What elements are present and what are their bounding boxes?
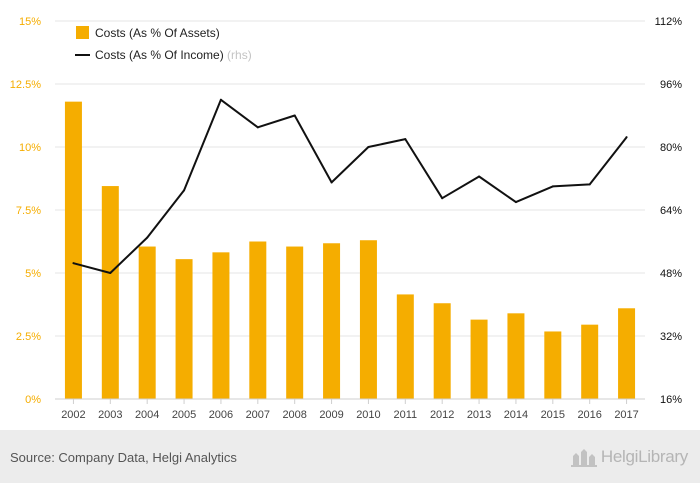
y-right-tick-label: 80% [660, 142, 682, 154]
bar [323, 243, 341, 399]
legend-rhs-note: (rhs) [227, 48, 252, 62]
line-series [72, 98, 628, 274]
x-tick-label: 2002 [61, 409, 85, 421]
bar [249, 241, 267, 399]
x-tick-label: 2009 [319, 409, 343, 421]
line-point [256, 126, 259, 129]
x-tick-label: 2012 [430, 409, 454, 421]
bar [507, 313, 525, 399]
brand-mark: HelgiLibrary [570, 446, 688, 468]
x-tick-label: 2011 [393, 409, 417, 421]
combo-chart: 0% 16% 2.5% 32% 5% 48% 7.5% 64% 10% 80% 12.5% 96% 15… [10, 16, 682, 421]
x-tick-label: 2006 [209, 409, 233, 421]
bar [544, 331, 562, 399]
x-tick-label: 2003 [98, 409, 122, 421]
line-point [367, 146, 370, 148]
line-point [404, 138, 407, 141]
axes: 0% 16% 2.5% 32% 5% 48% 7.5% 64% 10% 80% 12.5% 96% 15… [10, 16, 682, 421]
x-tick-label: 2005 [172, 409, 196, 421]
y-left-tick-label: 7.5% [16, 205, 41, 217]
x-tick-label: 2015 [541, 409, 565, 421]
bar [101, 186, 119, 399]
bar-series [64, 101, 636, 399]
y-left-tick-label: 15% [19, 16, 41, 28]
line-point [514, 201, 517, 204]
bar [396, 294, 414, 399]
bar [470, 319, 488, 399]
line-point [551, 185, 554, 188]
x-tick-label: 2013 [467, 409, 491, 421]
y-right-tick-label: 64% [660, 205, 682, 217]
legend: Costs (As % Of Assets) Costs (As % Of In… [75, 26, 252, 62]
line-point [625, 136, 628, 139]
line-point [72, 262, 75, 265]
line-point [588, 183, 591, 186]
x-tick-label: 2008 [282, 409, 306, 421]
x-tick-label: 2004 [135, 409, 159, 421]
line-point [441, 197, 444, 200]
x-tick-label: 2016 [577, 409, 601, 421]
helgi-library-logo-icon [570, 449, 597, 467]
y-left-tick-label: 10% [19, 142, 41, 154]
bar [138, 246, 156, 399]
brand-name: HelgiLibrary [600, 447, 688, 466]
bar [618, 308, 636, 399]
bar [64, 101, 82, 399]
line-point [330, 181, 333, 184]
y-left-tick-label: 5% [25, 268, 41, 280]
y-right-tick-label: 48% [660, 268, 682, 280]
legend-label-bar: Costs (As % Of Assets) [95, 26, 220, 40]
bar [433, 303, 451, 399]
bar [286, 246, 304, 399]
x-tick-label: 2017 [614, 409, 638, 421]
footer-bar: Source: Company Data, Helgi Analytics He… [0, 430, 700, 483]
y-right-tick-label: 16% [660, 394, 682, 406]
bar [581, 324, 599, 399]
line-point [146, 236, 149, 239]
bar [175, 259, 193, 399]
line-point [109, 272, 112, 274]
y-left-tick-label: 0% [25, 394, 41, 406]
x-tick-label: 2014 [504, 409, 528, 421]
line-point [478, 175, 481, 178]
y-left-tick-label: 2.5% [16, 331, 41, 343]
source-note: Source: Company Data, Helgi Analytics [10, 450, 237, 465]
x-tick-label: 2010 [356, 409, 380, 421]
y-right-tick-label: 112% [655, 16, 683, 28]
line-point [293, 114, 296, 117]
bar [212, 252, 230, 399]
x-tick-label: 2007 [246, 409, 270, 421]
line-path [73, 98, 628, 274]
legend-label-line: Costs (As % Of Income) (rhs) [95, 48, 252, 62]
line-point [183, 189, 186, 192]
legend-line-name: Costs (As % Of Income) [95, 48, 224, 62]
y-left-tick-label: 12.5% [10, 79, 41, 91]
legend-swatch-bar [76, 26, 89, 39]
y-right-tick-label: 32% [660, 331, 682, 343]
line-point [219, 98, 222, 101]
bar [359, 240, 377, 399]
y-right-tick-label: 96% [660, 79, 682, 91]
